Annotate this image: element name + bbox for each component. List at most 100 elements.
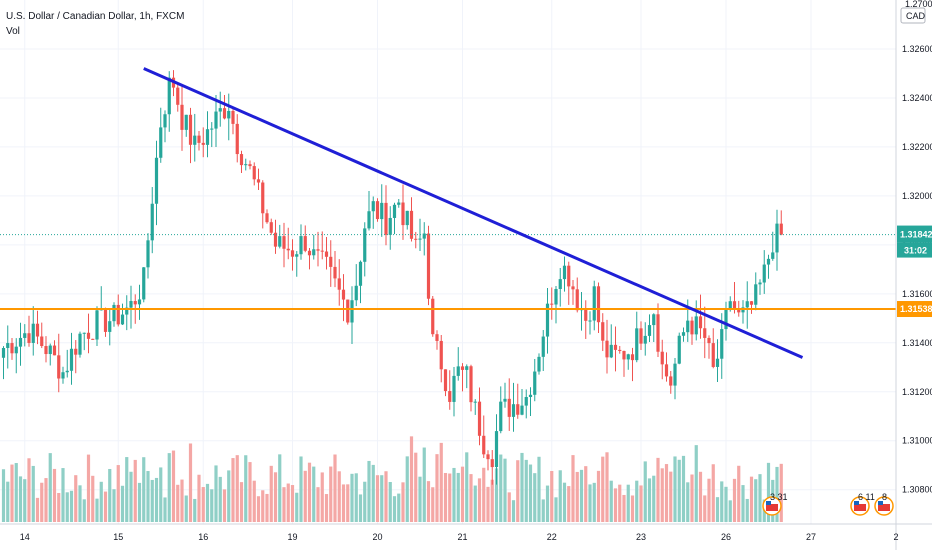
candle-body[interactable]	[511, 404, 516, 417]
candle-body[interactable]	[6, 343, 10, 348]
candle-body[interactable]	[439, 340, 443, 370]
candle-body[interactable]	[358, 261, 363, 286]
candle-body[interactable]	[210, 128, 214, 130]
time-axis[interactable]: 14 15 16 19 20 21 22 23 26 27 2	[20, 532, 899, 542]
volume-indicator-label[interactable]: Vol	[6, 26, 20, 37]
candle-body[interactable]	[137, 299, 142, 305]
candle-body[interactable]	[205, 129, 210, 145]
candle-body[interactable]	[180, 104, 184, 130]
candle-body[interactable]	[278, 236, 282, 247]
candle-body[interactable]	[609, 344, 613, 358]
candle-body[interactable]	[664, 364, 669, 377]
candle-body[interactable]	[320, 250, 324, 252]
candle-body[interactable]	[677, 335, 681, 364]
candle-body[interactable]	[660, 351, 664, 365]
candle-body[interactable]	[337, 278, 341, 290]
candle-body[interactable]	[550, 303, 554, 305]
candle-body[interactable]	[635, 328, 639, 361]
candle-body[interactable]	[57, 355, 61, 379]
candle-body[interactable]	[78, 333, 82, 355]
candle-body[interactable]	[222, 108, 227, 119]
candle-body[interactable]	[10, 343, 14, 354]
candle-body[interactable]	[150, 203, 154, 241]
candle-body[interactable]	[397, 202, 401, 205]
candle-body[interactable]	[163, 114, 167, 128]
candle-body[interactable]	[367, 211, 371, 229]
candle-body[interactable]	[435, 334, 439, 341]
candle-body[interactable]	[507, 398, 511, 417]
candle-body[interactable]	[694, 316, 698, 335]
candle-body[interactable]	[375, 201, 380, 220]
candle-body[interactable]	[456, 366, 460, 376]
candle-body[interactable]	[341, 289, 346, 300]
candle-body[interactable]	[626, 354, 630, 360]
candle-body[interactable]	[605, 340, 609, 358]
candle-body[interactable]	[401, 202, 405, 226]
candle-body[interactable]	[592, 286, 596, 321]
candle-body[interactable]	[537, 356, 541, 372]
candle-body[interactable]	[707, 337, 711, 344]
candle-body[interactable]	[749, 301, 754, 305]
candle-body[interactable]	[231, 110, 235, 124]
candle-body[interactable]	[618, 349, 622, 351]
candle-body[interactable]	[307, 250, 312, 256]
candle-body[interactable]	[465, 366, 469, 370]
candle-body[interactable]	[167, 77, 171, 115]
candle-body[interactable]	[146, 240, 150, 268]
candle-body[interactable]	[567, 265, 571, 287]
candle-body[interactable]	[630, 354, 635, 361]
candle-body[interactable]	[601, 322, 605, 341]
candle-body[interactable]	[176, 87, 180, 105]
candle-body[interactable]	[82, 332, 86, 334]
candle-body[interactable]	[524, 397, 528, 406]
candle-body[interactable]	[329, 256, 333, 267]
candle-body[interactable]	[154, 157, 159, 204]
candle-body[interactable]	[282, 236, 286, 249]
candle-body[interactable]	[469, 366, 473, 403]
candle-body[interactable]	[346, 299, 350, 323]
candle-body[interactable]	[1, 347, 6, 358]
candle-body[interactable]	[533, 371, 537, 395]
candle-body[interactable]	[44, 346, 48, 355]
candle-body[interactable]	[720, 329, 724, 359]
candle-body[interactable]	[443, 369, 448, 392]
candle-body[interactable]	[354, 285, 358, 301]
candle-body[interactable]	[120, 314, 125, 325]
candle-body[interactable]	[690, 320, 694, 335]
event-marker-1[interactable]: 3 31	[762, 492, 788, 516]
candle-body[interactable]	[129, 301, 133, 308]
symbol-title[interactable]: U.S. Dollar / Canadian Dollar, 1h, FXCM	[6, 11, 185, 22]
candle-body[interactable]	[405, 210, 409, 226]
candle-body[interactable]	[503, 398, 507, 402]
candle-body[interactable]	[745, 301, 749, 308]
candle-body[interactable]	[516, 404, 520, 415]
candle-body[interactable]	[35, 323, 40, 337]
candle-body[interactable]	[61, 372, 65, 379]
candle-body[interactable]	[652, 314, 656, 326]
currency-badge[interactable]	[900, 7, 926, 24]
candle-body[interactable]	[486, 454, 490, 460]
candle-body[interactable]	[541, 336, 545, 357]
candle-body[interactable]	[575, 289, 579, 311]
candle-body[interactable]	[244, 164, 248, 166]
candle-body[interactable]	[214, 111, 218, 129]
candle-body[interactable]	[490, 459, 494, 468]
candle-body[interactable]	[754, 284, 758, 305]
candle-body[interactable]	[571, 286, 575, 290]
candle-body[interactable]	[324, 251, 329, 257]
candle-body[interactable]	[31, 323, 35, 343]
candle-body[interactable]	[69, 348, 74, 371]
candle-body[interactable]	[227, 110, 231, 119]
support-level-tag[interactable]	[897, 301, 932, 318]
candle-body[interactable]	[116, 304, 120, 325]
candle-body[interactable]	[125, 307, 129, 315]
candle-body[interactable]	[286, 248, 290, 251]
candle-body[interactable]	[673, 363, 677, 386]
candle-body[interactable]	[448, 391, 452, 402]
candle-body[interactable]	[74, 348, 78, 355]
candle-body[interactable]	[643, 335, 647, 344]
candle-body[interactable]	[596, 286, 601, 323]
candle-body[interactable]	[295, 254, 299, 257]
candle-body[interactable]	[248, 164, 252, 167]
candle-body[interactable]	[562, 265, 567, 280]
